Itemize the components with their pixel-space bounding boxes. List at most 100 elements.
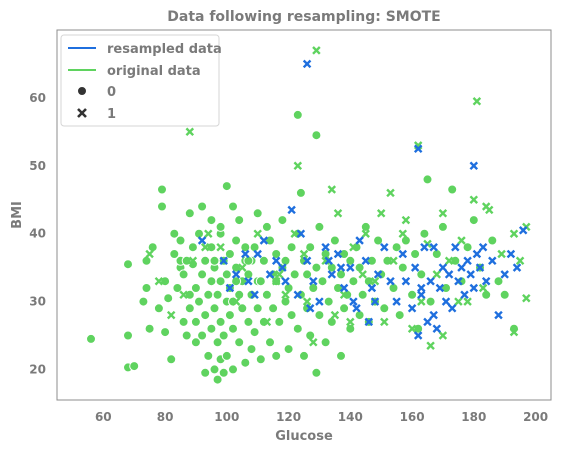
data-point-series1-x-48 xyxy=(438,209,448,218)
y-tick-labels: 20 30 40 50 60 xyxy=(29,91,46,376)
data-point-series0-circle-155 xyxy=(437,221,448,232)
data-point-series1-x-30 xyxy=(309,338,318,347)
data-point-series1-x-34 xyxy=(271,276,281,286)
data-point-series0-circle-148 xyxy=(410,249,421,259)
points-layer xyxy=(86,46,531,385)
data-point-series0-circle-6 xyxy=(141,283,152,293)
data-point-series1-x-4 xyxy=(293,161,303,171)
data-point-series2-x-11 xyxy=(287,205,296,215)
data-point-series1-x-49 xyxy=(457,236,466,245)
data-point-series2-x-49 xyxy=(463,256,472,266)
data-point-series2-x-7 xyxy=(250,290,259,300)
legend-original-label: original data xyxy=(107,64,201,79)
chart-title: Data following resampling: SMOTE xyxy=(167,9,440,25)
x-tick-label: 80 xyxy=(157,410,174,424)
data-point-series1-x-52 xyxy=(481,202,491,211)
data-point-series0-circle-77 xyxy=(252,303,263,314)
data-point-series0-circle-164 xyxy=(487,235,498,246)
data-point-series2-x-10 xyxy=(281,276,290,286)
data-point-series2-x-45 xyxy=(451,242,460,252)
data-point-series0-circle-51 xyxy=(218,367,229,378)
data-point-series2-x-29 xyxy=(398,249,408,259)
data-point-series1-x-24 xyxy=(370,276,380,286)
x-tick-label: 120 xyxy=(276,410,301,424)
data-point-series1-x-43 xyxy=(154,276,164,286)
data-point-series2-x-6 xyxy=(241,249,250,259)
data-point-series1-x-59 xyxy=(231,297,241,306)
data-point-series1-x-39 xyxy=(200,242,210,252)
data-point-series0-circle-182 xyxy=(169,228,180,239)
data-point-series1-x-54 xyxy=(398,229,408,238)
data-point-series0-circle-126 xyxy=(345,323,356,334)
data-point-series2-x-40 xyxy=(435,283,445,293)
data-point-series0-circle-157 xyxy=(447,184,458,195)
legend-class-0-label: 0 xyxy=(107,85,116,100)
data-point-series0-circle-82 xyxy=(261,289,272,300)
x-tick-label: 60 xyxy=(95,410,112,424)
y-tick-label: 60 xyxy=(29,91,46,105)
data-point-series2-x-54 xyxy=(478,242,488,252)
data-point-series1-x-23 xyxy=(380,317,389,327)
data-point-series0-circle-116 xyxy=(323,296,334,307)
data-point-series2-x-69 xyxy=(305,304,315,313)
data-point-series0-circle-187 xyxy=(231,276,242,287)
data-point-series0-circle-92 xyxy=(280,296,291,307)
data-point-series1-x-5 xyxy=(327,185,337,194)
x-tick-label: 180 xyxy=(461,410,486,424)
data-point-series2-x-18 xyxy=(333,249,343,259)
data-point-series2-x-5 xyxy=(231,270,241,279)
data-point-series2-x-53 xyxy=(475,263,485,272)
data-point-series0-circle-69 xyxy=(240,357,251,368)
data-point-series1-x-50 xyxy=(497,249,506,259)
legend-box xyxy=(60,34,220,127)
data-point-series0-circle-170 xyxy=(206,215,217,226)
data-point-series2-x-65 xyxy=(364,317,374,327)
data-point-series0-circle-15 xyxy=(169,249,180,259)
data-point-series0-circle-8 xyxy=(144,323,155,334)
data-point-series0-circle-185 xyxy=(194,296,204,307)
data-point-series2-x-42 xyxy=(441,297,451,306)
data-point-series2-x-17 xyxy=(327,270,337,279)
data-point-series2-x-46 xyxy=(454,276,463,286)
data-point-series1-x-22 xyxy=(389,256,398,266)
data-point-series0-circle-113 xyxy=(317,276,328,287)
data-point-series2-x-70 xyxy=(293,290,303,300)
data-point-series0-circle-38 xyxy=(206,323,217,334)
data-point-series0-circle-83 xyxy=(265,337,275,348)
data-point-series1-x-20 xyxy=(417,297,426,306)
data-point-series1-x-40 xyxy=(188,256,198,266)
data-point-series2-x-9 xyxy=(271,256,281,266)
data-point-series0-circle-39 xyxy=(206,276,217,287)
data-point-series2-x-37 xyxy=(426,276,435,286)
data-point-series2-x-31 xyxy=(407,304,417,313)
data-point-series0-circle-144 xyxy=(394,310,405,321)
data-point-series0-circle-138 xyxy=(373,235,384,246)
data-point-series0-circle-169 xyxy=(197,201,208,212)
data-point-series0-circle-181 xyxy=(157,201,167,212)
data-point-series1-x-15 xyxy=(509,327,519,337)
data-point-series0-circle-18 xyxy=(175,235,186,246)
data-point-series1-x-46 xyxy=(376,209,386,218)
data-point-series0-circle-114 xyxy=(320,337,331,348)
data-point-series1-x-0 xyxy=(185,127,195,137)
data-point-series1-x-21 xyxy=(401,215,411,225)
data-point-series2-x-71 xyxy=(278,263,287,272)
data-point-series1-x-27 xyxy=(339,290,349,300)
data-point-series0-circle-178 xyxy=(261,221,272,232)
data-point-series2-x-44 xyxy=(447,304,457,313)
data-point-series0-circle-5 xyxy=(138,296,149,307)
data-point-series2-x-2 xyxy=(413,144,423,154)
data-point-series0-circle-26 xyxy=(190,337,201,348)
data-point-series2-x-43 xyxy=(444,270,454,279)
data-point-series1-x-60 xyxy=(204,229,213,238)
legend-class-0-marker xyxy=(77,86,87,96)
data-point-series0-circle-152 xyxy=(422,174,433,185)
data-point-series2-x-30 xyxy=(401,276,411,286)
data-point-series0-circle-189 xyxy=(255,276,266,287)
data-point-series1-x-56 xyxy=(333,209,343,218)
data-point-series0-circle-108 xyxy=(308,283,319,293)
data-point-series2-x-0 xyxy=(302,59,312,69)
data-point-series0-circle-190 xyxy=(295,187,306,198)
data-point-series1-x-41 xyxy=(179,290,188,300)
data-point-series1-x-44 xyxy=(145,249,154,259)
